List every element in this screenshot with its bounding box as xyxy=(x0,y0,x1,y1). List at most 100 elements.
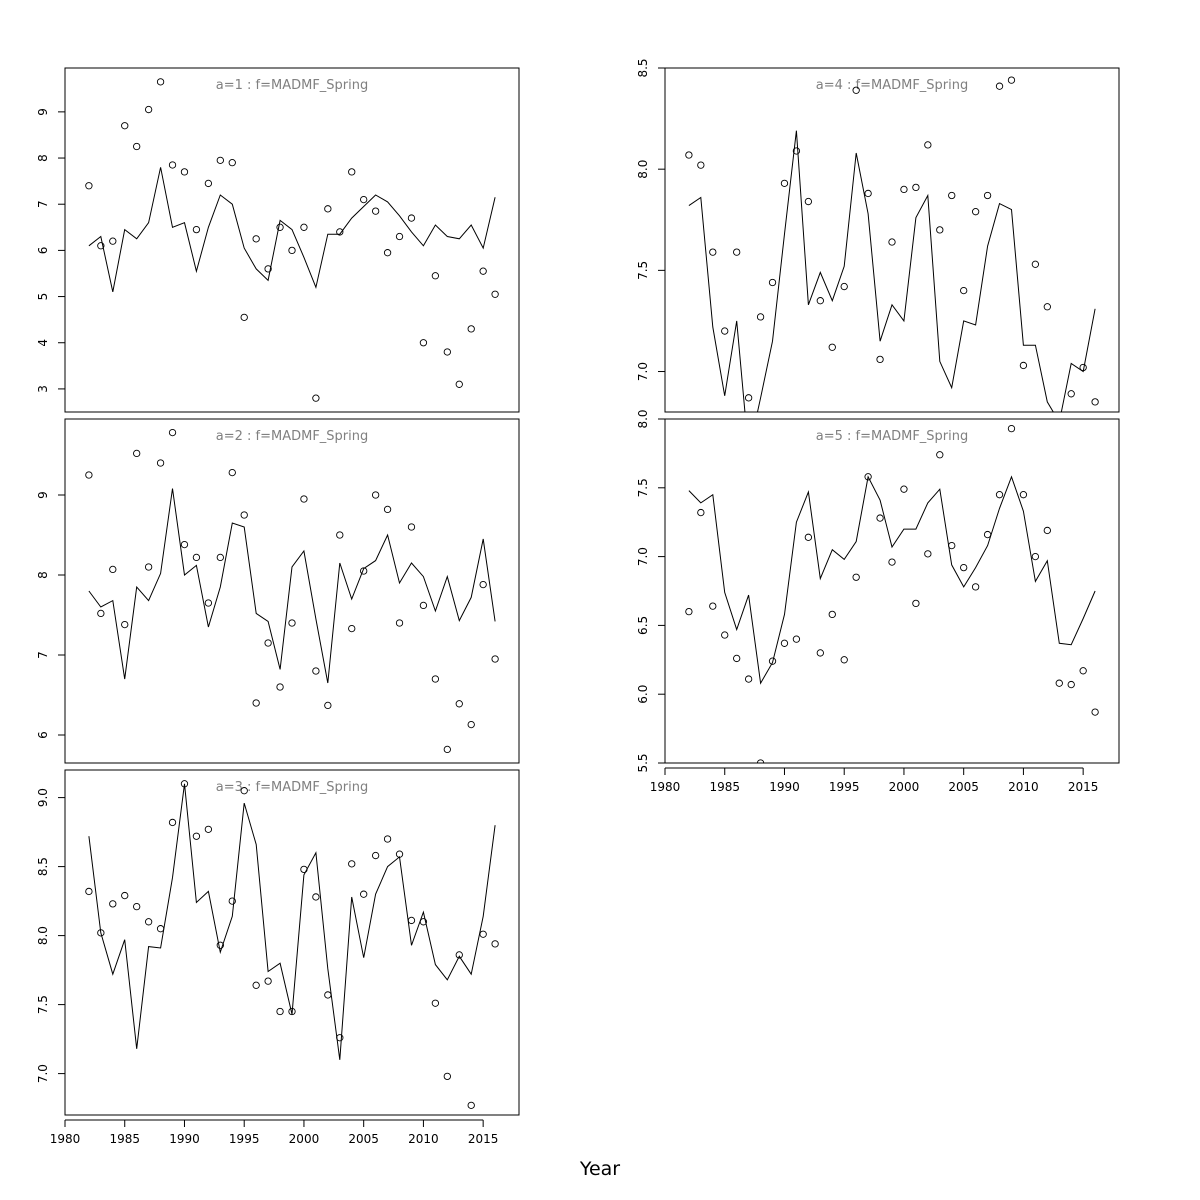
observed-point xyxy=(312,667,320,675)
x-tick-label: 1985 xyxy=(709,780,740,794)
observed-point xyxy=(264,265,272,273)
observed-point xyxy=(97,929,105,937)
observed-point xyxy=(491,290,499,298)
observed-point xyxy=(312,893,320,901)
observed-point xyxy=(840,656,848,664)
observed-point xyxy=(348,624,356,633)
observed-point xyxy=(276,223,284,231)
observed-point xyxy=(971,583,980,591)
observed-point xyxy=(1067,390,1075,398)
observed-point xyxy=(371,207,380,215)
observed-point xyxy=(156,459,165,467)
observed-point xyxy=(1043,303,1051,311)
panel-title: a=1 : f=MADMF_Spring xyxy=(216,78,369,93)
observed-point xyxy=(455,951,463,959)
observed-point xyxy=(960,286,968,295)
observed-point xyxy=(144,918,153,926)
y-tick-label: 9.0 xyxy=(36,788,50,807)
observed-point xyxy=(264,639,272,647)
observed-point xyxy=(744,394,753,402)
observed-point xyxy=(240,511,248,519)
panel-title: a=3 : f=MADMF_Spring xyxy=(216,780,369,795)
observed-point xyxy=(371,491,380,499)
observed-point xyxy=(180,780,189,788)
observed-point xyxy=(924,141,932,149)
observed-point xyxy=(121,122,129,130)
observed-point xyxy=(216,941,224,949)
y-tick-label: 9 xyxy=(36,491,50,499)
observed-point xyxy=(804,533,813,541)
observed-point xyxy=(85,887,93,896)
observed-point xyxy=(431,675,440,683)
observed-point xyxy=(168,161,177,169)
observed-point xyxy=(383,835,392,843)
panel-frame xyxy=(664,67,1120,413)
observed-point xyxy=(1079,363,1087,372)
observed-point xyxy=(348,168,356,176)
observed-point xyxy=(467,1101,475,1109)
observed-point xyxy=(121,620,129,629)
observed-point xyxy=(1007,76,1016,84)
observed-point xyxy=(1091,398,1099,406)
observed-point xyxy=(1055,679,1063,687)
observed-point xyxy=(948,541,956,550)
observed-point xyxy=(756,313,765,321)
observed-point xyxy=(180,540,189,549)
observed-point xyxy=(192,832,201,840)
y-tick-label: 8.0 xyxy=(636,160,650,179)
observed-point xyxy=(912,183,920,192)
observed-point xyxy=(431,999,440,1007)
observed-point xyxy=(264,977,272,985)
observed-point xyxy=(709,602,717,610)
observed-point xyxy=(995,82,1004,90)
panel-title: a=4 : f=MADMF_Spring xyxy=(816,78,969,93)
observed-point xyxy=(192,553,201,562)
observed-point xyxy=(133,902,141,911)
observed-point xyxy=(144,105,153,114)
y-tick-label: 6.5 xyxy=(636,616,650,635)
observed-point xyxy=(709,248,717,256)
observed-point xyxy=(324,205,332,213)
observed-point xyxy=(97,609,105,618)
observed-point xyxy=(756,759,765,763)
observed-point xyxy=(431,272,440,280)
panel-5: a=5 : f=MADMF_Spring 5.5 6.0 6.5 7.0 7.5 8.0 19… xyxy=(636,409,1120,794)
observed-point xyxy=(721,631,729,639)
observed-point xyxy=(828,610,836,619)
panel-2: a=2 : f=MADMF_Spring 6 7 8 9 xyxy=(36,418,520,764)
observed-point xyxy=(744,675,753,683)
observed-point xyxy=(697,161,705,169)
x-tick-label: 2005 xyxy=(948,780,979,794)
observed-point xyxy=(960,563,968,572)
observed-point xyxy=(864,473,872,481)
observed-point xyxy=(733,248,741,256)
observed-point xyxy=(240,313,248,321)
y-tick-label: 8.5 xyxy=(636,58,650,77)
x-tick-label: 2015 xyxy=(468,1132,499,1146)
observed-point xyxy=(443,348,451,356)
panel-title: a=5 : f=MADMF_Spring xyxy=(816,429,969,444)
observed-point xyxy=(876,355,884,364)
observed-point xyxy=(252,235,260,243)
observed-point xyxy=(324,701,332,710)
observed-point xyxy=(133,449,141,458)
y-tick-label: 9 xyxy=(36,108,50,116)
observed-point xyxy=(288,619,296,627)
observed-point xyxy=(336,1034,344,1042)
observed-point xyxy=(383,249,392,257)
observed-point xyxy=(685,607,693,616)
observed-point xyxy=(780,179,789,187)
observed-point xyxy=(1019,361,1028,370)
observed-point xyxy=(780,639,789,647)
observed-point xyxy=(419,339,428,347)
observed-point xyxy=(1031,552,1040,561)
fitted-series-line xyxy=(88,167,496,293)
observed-point xyxy=(924,550,932,558)
observed-point xyxy=(204,825,213,833)
x-tick-label: 1990 xyxy=(169,1132,200,1146)
observed-point xyxy=(383,505,392,514)
observed-point xyxy=(288,1007,296,1016)
observed-point xyxy=(348,860,356,868)
panel-4: a=4 : f=MADMF_Spring 7.0 7.5 8.0 8.5 xyxy=(636,58,1120,413)
